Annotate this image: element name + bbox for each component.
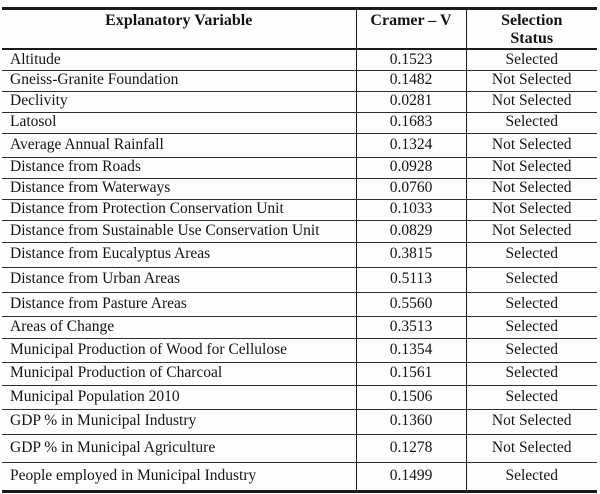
- table-row: Municipal Population 2010 0.1506 Selected: [2, 385, 597, 410]
- status-cell: Not Selected: [466, 133, 597, 158]
- table-row: Distance from Protection Conservation Un…: [2, 199, 597, 221]
- variable-cell: Municipal Production of Wood for Cellulo…: [2, 338, 356, 363]
- status-cell: Not Selected: [466, 434, 597, 463]
- variable-cell: Distance from Protection Conservation Un…: [2, 199, 356, 221]
- status-cell: Selected: [466, 338, 597, 363]
- table-header: Explanatory Variable Cramer – V Selectio…: [2, 7, 597, 50]
- status-cell: Selected: [466, 267, 597, 293]
- cramer-v-cell: 0.1499: [355, 462, 467, 493]
- cramer-v-cell: 0.1561: [355, 362, 467, 386]
- table-row: Distance from Waterways 0.0760 Not Selecte…: [2, 178, 597, 200]
- status-cell: Selected: [466, 316, 597, 339]
- table-row: Average Annual Rainfall 0.1324 Not Selecte…: [2, 133, 597, 158]
- table-row: GDP % in Municipal Industry 0.1360 Not Sel…: [2, 409, 597, 435]
- variable-cell: Distance from Eucalyptus Areas: [2, 242, 356, 268]
- table-row: Distance from Sustainable Use Conservati…: [2, 220, 597, 243]
- cramer-v-cell: 0.1683: [355, 112, 467, 134]
- table-row: Distance from Roads 0.0928 Not Selected: [2, 157, 597, 179]
- table-row: Declivity 0.0281 Not Selected: [2, 91, 597, 113]
- cramer-v-cell: 0.1482: [355, 70, 467, 92]
- table-body: Altitude 0.1523 Selected Gneiss-Granite Fou…: [2, 49, 597, 493]
- cramer-v-cell: 0.1324: [355, 133, 467, 158]
- table-row: Latosol 0.1683 Selected: [2, 112, 597, 134]
- table-row: Altitude 0.1523 Selected: [2, 49, 597, 71]
- cramer-v-cell: 0.1506: [355, 385, 467, 410]
- cramer-v-cell: 0.3815: [355, 242, 467, 268]
- column-header-explanatory-variable: Explanatory Variable: [2, 7, 356, 50]
- variable-cell: Average Annual Rainfall: [2, 133, 356, 158]
- column-header-selection-status: Selection Status: [466, 7, 597, 50]
- status-cell: Selected: [466, 242, 597, 268]
- cramer-v-cell: 0.0829: [355, 220, 467, 243]
- cramer-v-cell: 0.1523: [355, 49, 467, 71]
- status-cell: Not Selected: [466, 178, 597, 200]
- status-cell: Selected: [466, 292, 597, 317]
- table-row: Areas of Change 0.3513 Selected: [2, 316, 597, 339]
- cramer-v-cell: 0.1360: [355, 409, 467, 435]
- cramer-v-cell: 0.0760: [355, 178, 467, 200]
- cramer-v-cell: 0.0928: [355, 157, 467, 179]
- cramer-v-cell: 0.5113: [355, 267, 467, 293]
- variable-cell: Latosol: [2, 112, 356, 134]
- variable-cell: Altitude: [2, 49, 356, 71]
- table-row: Municipal Production of Wood for Cellulo…: [2, 338, 597, 363]
- cramer-v-cell: 0.5560: [355, 292, 467, 317]
- cramer-v-cell: 0.1033: [355, 199, 467, 221]
- cramer-v-cell: 0.1278: [355, 434, 467, 463]
- table-row: GDP % in Municipal Agriculture 0.1278 Not …: [2, 434, 597, 463]
- variable-cell: People employed in Municipal Industry: [2, 462, 356, 493]
- variable-cell: Municipal Production of Charcoal: [2, 362, 356, 386]
- variable-cell: Distance from Sustainable Use Conservati…: [2, 220, 356, 243]
- table-row: Municipal Production of Charcoal 0.1561 Se…: [2, 362, 597, 386]
- explanatory-variable-table: Explanatory Variable Cramer – V Selectio…: [2, 7, 597, 493]
- status-cell: Not Selected: [466, 199, 597, 221]
- cramer-v-cell: 0.0281: [355, 91, 467, 113]
- table-header-row: Explanatory Variable Cramer – V Selectio…: [2, 7, 597, 50]
- variable-cell: Distance from Roads: [2, 157, 356, 179]
- status-cell: Not Selected: [466, 91, 597, 113]
- variable-cell: GDP % in Municipal Industry: [2, 409, 356, 435]
- variable-cell: GDP % in Municipal Agriculture: [2, 434, 356, 463]
- variable-cell: Municipal Population 2010: [2, 385, 356, 410]
- status-cell: Selected: [466, 49, 597, 71]
- status-cell: Selected: [466, 462, 597, 493]
- status-cell: Not Selected: [466, 220, 597, 243]
- variable-cell: Distance from Waterways: [2, 178, 356, 200]
- table-row: Distance from Urban Areas 0.5113 Selected: [2, 267, 597, 293]
- column-header-cramer-v: Cramer – V: [355, 7, 467, 50]
- variable-cell: Distance from Pasture Areas: [2, 292, 356, 317]
- variable-cell: Areas of Change: [2, 316, 356, 339]
- variable-cell: Gneiss-Granite Foundation: [2, 70, 356, 92]
- variable-cell: Distance from Urban Areas: [2, 267, 356, 293]
- status-cell: Selected: [466, 112, 597, 134]
- variable-cell: Declivity: [2, 91, 356, 113]
- cramer-v-cell: 0.1354: [355, 338, 467, 363]
- table-row: People employed in Municipal Industry 0.1…: [2, 462, 597, 493]
- status-cell: Selected: [466, 385, 597, 410]
- table-row: Distance from Eucalyptus Areas 0.3815 Sele…: [2, 242, 597, 268]
- status-cell: Not Selected: [466, 157, 597, 179]
- table-row: Distance from Pasture Areas 0.5560 Selecte…: [2, 292, 597, 317]
- table-row: Gneiss-Granite Foundation 0.1482 Not Selec…: [2, 70, 597, 92]
- status-cell: Selected: [466, 362, 597, 386]
- status-cell: Not Selected: [466, 70, 597, 92]
- cramer-v-cell: 0.3513: [355, 316, 467, 339]
- status-cell: Not Selected: [466, 409, 597, 435]
